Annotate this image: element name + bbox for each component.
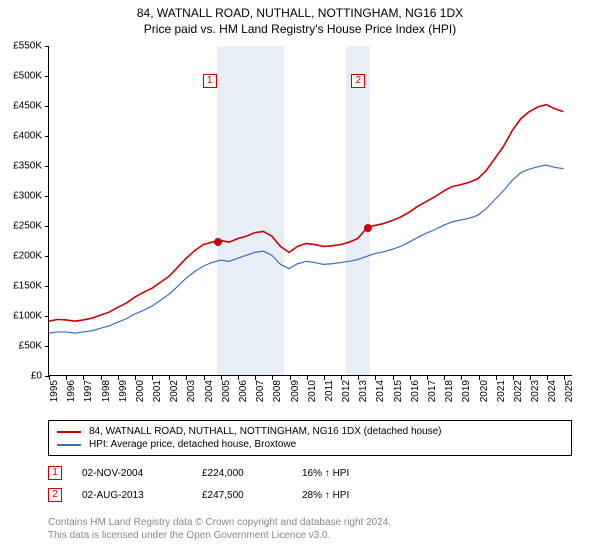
transaction-price: £224,000 (202, 468, 282, 479)
x-axis-label: 2010 (307, 380, 318, 402)
y-axis-label: £0 (0, 371, 42, 382)
transaction-row-2: 2 02-AUG-2013 £247,500 28% ↑ HPI (48, 484, 572, 506)
x-axis-label: 2006 (238, 380, 249, 402)
x-axis-label: 2020 (479, 380, 490, 402)
transaction-price: £247,500 (202, 490, 282, 501)
x-axis-label: 2011 (324, 380, 335, 402)
legend-label-property: 84, WATNALL ROAD, NUTHALL, NOTTINGHAM, N… (89, 426, 442, 437)
title-address: 84, WATNALL ROAD, NUTHALL, NOTTINGHAM, N… (0, 6, 600, 20)
x-axis-label: 2005 (221, 380, 232, 402)
x-axis-label: 2019 (461, 380, 472, 402)
x-axis-label: 2009 (290, 380, 301, 402)
y-axis-label: £200K (0, 251, 42, 262)
y-axis-label: £100K (0, 311, 42, 322)
chart-plot (49, 46, 572, 375)
x-axis-label: 1999 (118, 380, 129, 402)
x-axis-label: 2017 (427, 380, 438, 402)
attribution: Contains HM Land Registry data © Crown c… (48, 516, 572, 542)
attribution-line1: Contains HM Land Registry data © Crown c… (48, 516, 572, 529)
x-axis-label: 1995 (49, 380, 60, 402)
x-axis-label: 1996 (66, 380, 77, 402)
series-hpi (49, 165, 563, 333)
x-axis-label: 2003 (186, 380, 197, 402)
title-subtitle: Price paid vs. HM Land Registry's House … (0, 22, 600, 36)
transaction-date: 02-NOV-2004 (82, 468, 182, 479)
x-axis-label: 2024 (547, 380, 558, 402)
chart-title-block: 84, WATNALL ROAD, NUTHALL, NOTTINGHAM, N… (0, 0, 600, 36)
transaction-rows: 1 02-NOV-2004 £224,000 16% ↑ HPI 2 02-AU… (48, 462, 572, 506)
x-axis-label: 2008 (272, 380, 283, 402)
x-axis-label: 1998 (101, 380, 112, 402)
chart-area: £0£50K£100K£150K£200K£250K£300K£350K£400… (48, 46, 572, 376)
x-axis-label: 2014 (375, 380, 386, 402)
legend: 84, WATNALL ROAD, NUTHALL, NOTTINGHAM, N… (48, 420, 572, 456)
x-axis-label: 2001 (152, 380, 163, 402)
legend-item-hpi: HPI: Average price, detached house, Brox… (57, 438, 563, 451)
x-axis-label: 2000 (135, 380, 146, 402)
transaction-marker-2: 2 (48, 488, 62, 502)
series-property (49, 105, 563, 322)
marker-label-box: 2 (351, 74, 365, 88)
y-axis-label: £50K (0, 341, 42, 352)
x-axis-label: 2015 (393, 380, 404, 402)
x-axis-label: 2016 (410, 380, 421, 402)
marker-dot (214, 238, 222, 246)
legend-swatch-hpi (57, 444, 81, 446)
x-axis-label: 2018 (444, 380, 455, 402)
legend-swatch-property (57, 431, 81, 433)
y-axis-label: £350K (0, 161, 42, 172)
y-axis-label: £250K (0, 221, 42, 232)
transaction-pct: 16% ↑ HPI (302, 468, 402, 479)
x-axis-label: 2012 (341, 380, 352, 402)
x-axis-label: 2013 (358, 380, 369, 402)
transaction-marker-1: 1 (48, 466, 62, 480)
x-axis-label: 2021 (496, 380, 507, 402)
y-axis-label: £550K (0, 41, 42, 52)
attribution-line2: This data is licensed under the Open Gov… (48, 529, 572, 542)
y-axis-label: £150K (0, 281, 42, 292)
transaction-date: 02-AUG-2013 (82, 490, 182, 501)
y-axis-label: £450K (0, 101, 42, 112)
y-axis-label: £400K (0, 131, 42, 142)
y-axis-label: £500K (0, 71, 42, 82)
x-axis-label: 2022 (513, 380, 524, 402)
x-axis-label: 2007 (255, 380, 266, 402)
transaction-row-1: 1 02-NOV-2004 £224,000 16% ↑ HPI (48, 462, 572, 484)
transaction-pct: 28% ↑ HPI (302, 490, 402, 501)
legend-label-hpi: HPI: Average price, detached house, Brox… (89, 439, 296, 450)
x-axis-label: 2025 (564, 380, 575, 402)
marker-dot (364, 224, 372, 232)
legend-item-property: 84, WATNALL ROAD, NUTHALL, NOTTINGHAM, N… (57, 425, 563, 438)
x-axis-label: 2004 (204, 380, 215, 402)
x-axis-label: 1997 (83, 380, 94, 402)
x-axis-label: 2023 (530, 380, 541, 402)
x-axis-label: 2002 (169, 380, 180, 402)
marker-label-box: 1 (203, 74, 217, 88)
y-axis-label: £300K (0, 191, 42, 202)
